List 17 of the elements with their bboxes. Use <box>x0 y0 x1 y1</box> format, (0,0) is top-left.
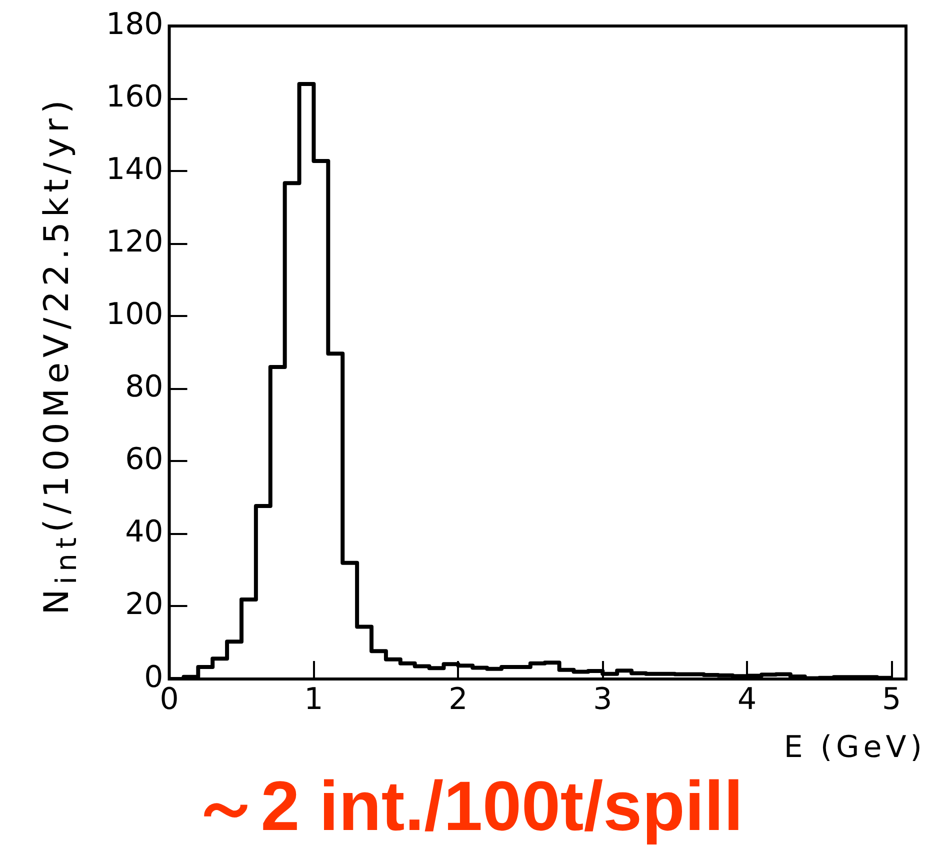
y-tick-label: 160 <box>106 79 164 114</box>
x-tick-label: 5 <box>882 682 902 717</box>
x-tick-label: 2 <box>448 682 468 717</box>
x-axis-title: E (GeV) <box>784 730 926 765</box>
y-tick-label: 60 <box>125 442 164 478</box>
text: ～2 int./100t/spill <box>190 767 744 845</box>
y-tick-label: 120 <box>106 224 164 260</box>
y-tick-label: 80 <box>125 370 164 405</box>
y-tick-label: 100 <box>106 297 164 332</box>
x-tick-label: 4 <box>738 682 757 717</box>
x-tick-label: 3 <box>593 682 612 717</box>
y-tick-label: 40 <box>125 514 164 550</box>
y-tick-label: 20 <box>125 587 164 622</box>
y-tick-label: 140 <box>106 152 164 187</box>
y-tick-label: 0 <box>144 660 164 695</box>
x-tick-label: 1 <box>304 682 324 717</box>
y-tick-label: 180 <box>106 6 164 42</box>
